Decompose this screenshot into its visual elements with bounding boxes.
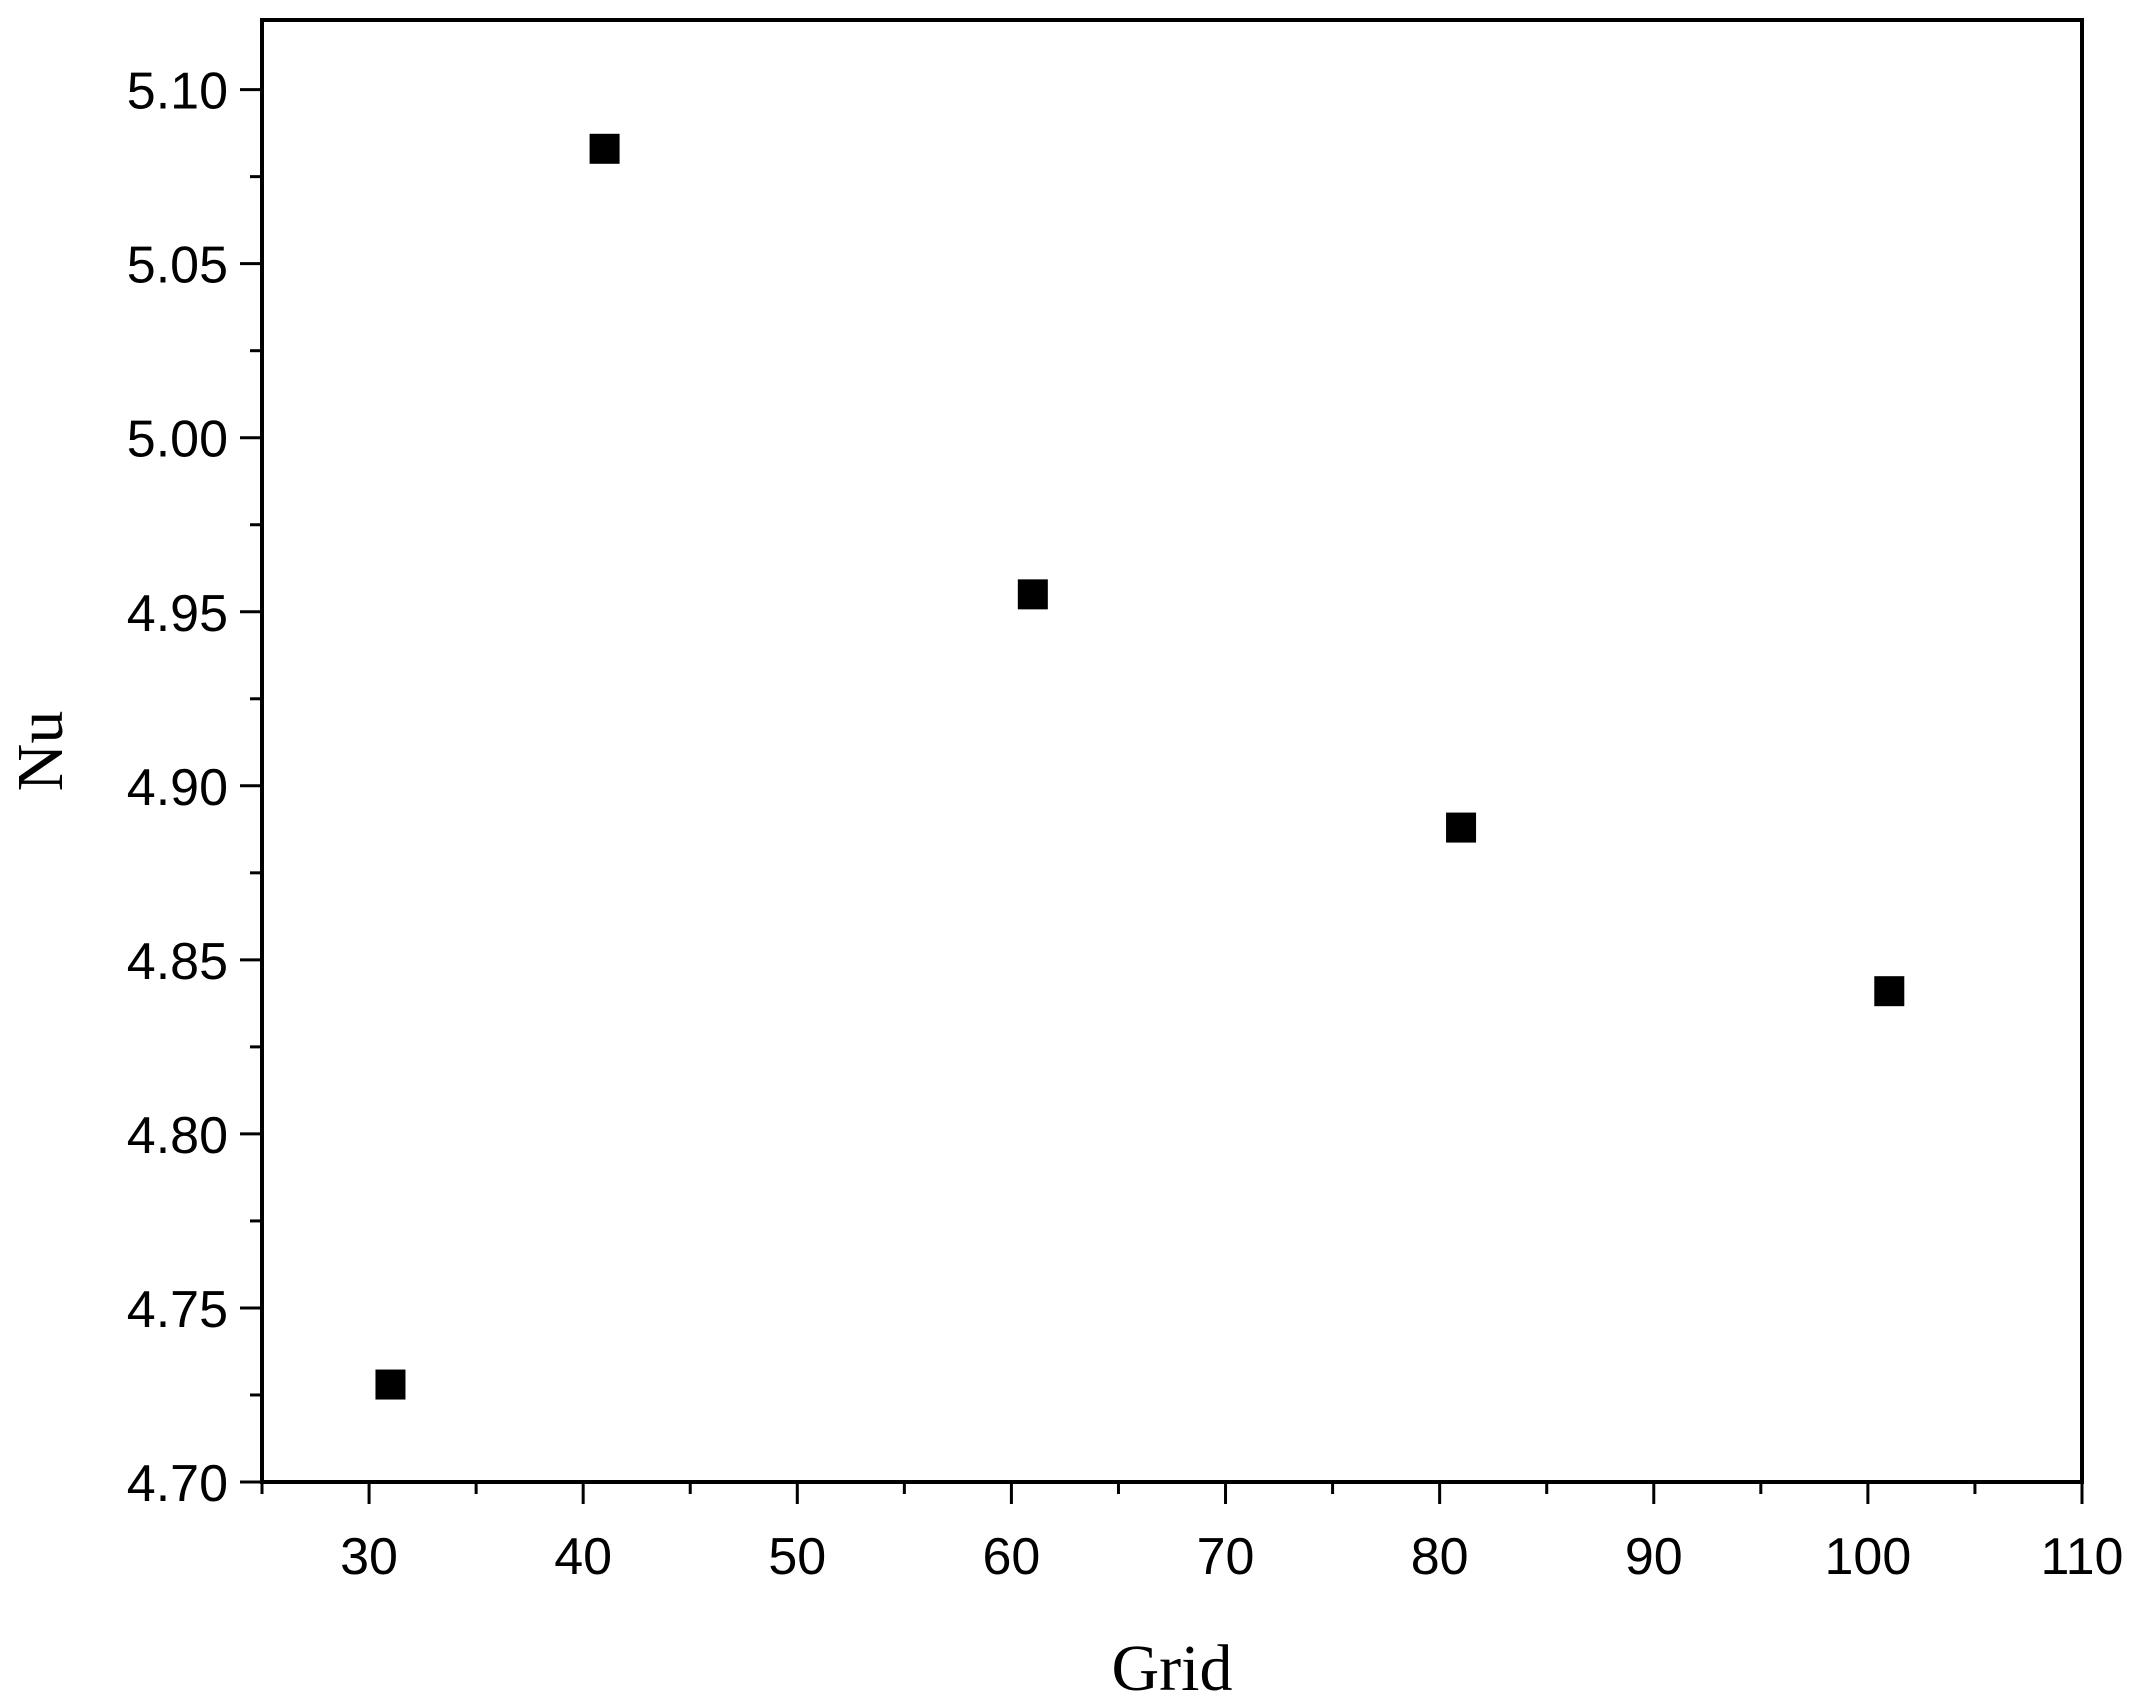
x-tick-label: 70: [1197, 1528, 1255, 1586]
y-tick-label: 4.70: [127, 1455, 228, 1513]
data-point: [375, 1369, 406, 1400]
y-tick-label: 4.95: [127, 585, 228, 643]
data-point: [1017, 579, 1048, 610]
x-tick-label: 90: [1625, 1528, 1683, 1586]
x-tick-label: 60: [982, 1528, 1040, 1586]
x-tick-label: 30: [340, 1528, 398, 1586]
data-point: [589, 133, 620, 164]
x-tick-label: 50: [768, 1528, 826, 1586]
data-point: [1446, 812, 1477, 843]
x-tick-label: 100: [1824, 1528, 1911, 1586]
y-tick-label: 4.85: [127, 933, 228, 991]
x-axis-title: Grid: [1112, 1632, 1233, 1705]
y-tick-label: 5.10: [127, 63, 228, 121]
data-point: [1874, 976, 1905, 1007]
tick-labels: 30 40 50 60 70 80 90 100 110 4.70 4.75 4.80 4.85 4.90…: [127, 63, 2124, 1586]
y-tick-label: 4.90: [127, 759, 228, 817]
x-tick-label: 40: [554, 1528, 612, 1586]
y-tick-label: 4.75: [127, 1281, 228, 1339]
y-tick-label: 4.80: [127, 1107, 228, 1165]
x-tick-label: 110: [2041, 1528, 2124, 1586]
x-tick-label: 80: [1411, 1528, 1469, 1586]
y-tick-label: 5.00: [127, 411, 228, 469]
y-tick-label: 5.05: [127, 237, 228, 295]
plot-frame: [260, 18, 2084, 1484]
axis-ticks: [240, 88, 2084, 1504]
y-axis-title: Nu: [4, 711, 77, 792]
data-points: [375, 133, 1905, 1400]
